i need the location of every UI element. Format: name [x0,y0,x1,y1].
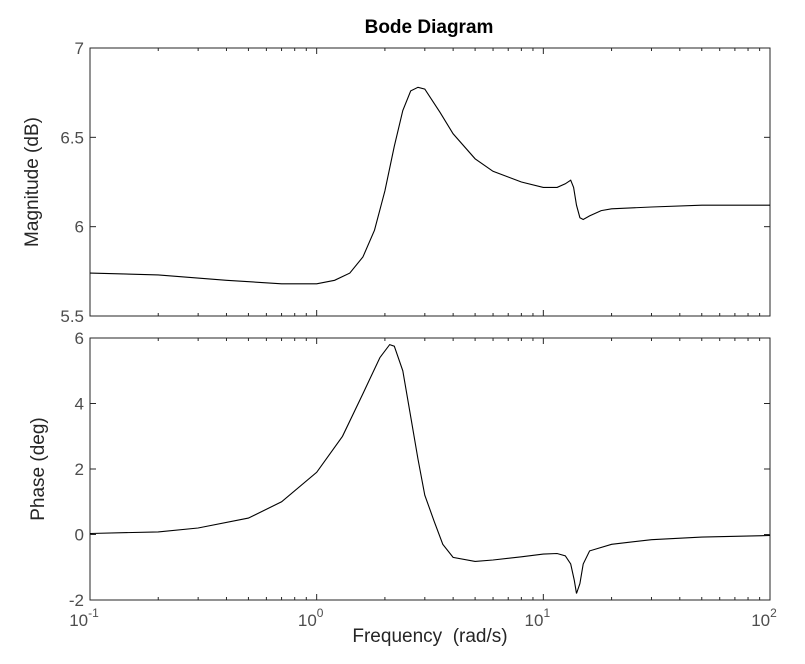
phase-ytick-label: 6 [75,329,84,348]
xtick-label: 100 [298,606,324,630]
xtick-label-base: 10 [525,611,544,630]
magnitude-ytick-label: 5.5 [60,307,84,326]
magnitude-panel: Magnitude (dB) 5.5 6 6.5 7 [22,39,771,326]
xtick-label: 10-1 [69,606,99,630]
xtick-label-exponent: -1 [88,606,99,620]
phase-plot-area [89,337,771,601]
phase-ytick-label: 4 [75,395,84,414]
xtick-label: 102 [751,606,777,630]
phase-axis-label: Phase (deg) [28,417,49,521]
xtick-label-exponent: 2 [770,606,777,620]
magnitude-ytick-label: 6 [75,218,84,237]
phase-ytick-label: -2 [69,591,84,610]
magnitude-curve [89,86,770,285]
xtick-label-base: 10 [298,611,317,630]
magnitude-plot-area [89,47,771,317]
magnitude-axis-label: Magnitude (dB) [22,117,43,247]
phase-curve [89,343,771,594]
phase-ytick-label: 0 [75,526,84,545]
xtick-label: 101 [525,606,551,630]
phase-panel: Phase (deg) -2 0 2 4 6 [28,329,771,610]
xtick-label-base: 10 [751,611,770,630]
magnitude-ytick-label: 6.5 [60,128,84,147]
xtick-label-base: 10 [69,611,88,630]
phase-ytick-label: 2 [75,460,84,479]
frequency-axis-label: Frequency (rad/s) [352,626,507,647]
chart-title: Bode Diagram [365,17,494,38]
xtick-label-exponent: 0 [317,606,324,620]
xtick-label-exponent: 1 [543,606,550,620]
magnitude-ytick-label: 7 [75,39,84,58]
